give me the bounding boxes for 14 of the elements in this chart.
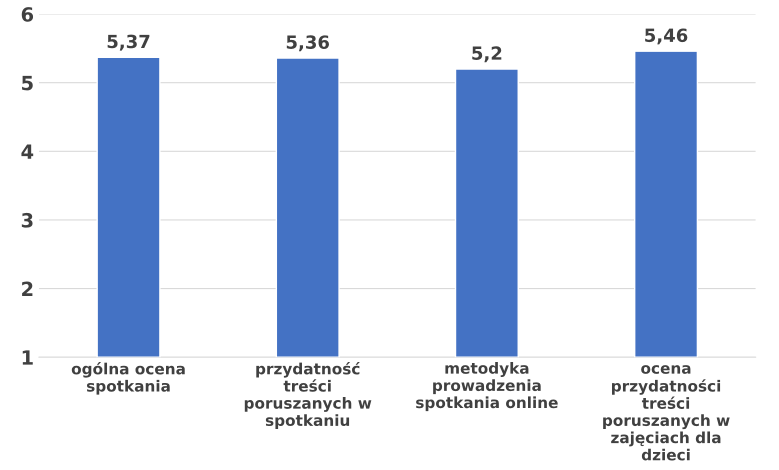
y-tick-label: 1 xyxy=(22,350,33,365)
x-tick-label: ocena przydatności treści poruszanych w zajęciach dla dzieci xyxy=(603,365,730,461)
x-tick-label: metodyka prowadzenia spotkania online xyxy=(416,362,558,412)
x-tick-label: ogólna ocena spotkania xyxy=(72,362,185,395)
data-label: 5,37 xyxy=(108,34,150,51)
x-tick-label: przydatność treści poruszanych w spotkaniu xyxy=(244,362,372,430)
data-label: 5,46 xyxy=(645,28,688,44)
data-label: 5,2 xyxy=(472,46,502,62)
y-tick-label: 3 xyxy=(22,212,33,228)
y-tick-label: 4 xyxy=(21,144,34,159)
data-label: 5,36 xyxy=(286,35,330,52)
y-tick-label: 5 xyxy=(22,76,33,90)
y-tick-label: 2 xyxy=(22,282,32,296)
y-tick-label: 6 xyxy=(22,7,34,22)
